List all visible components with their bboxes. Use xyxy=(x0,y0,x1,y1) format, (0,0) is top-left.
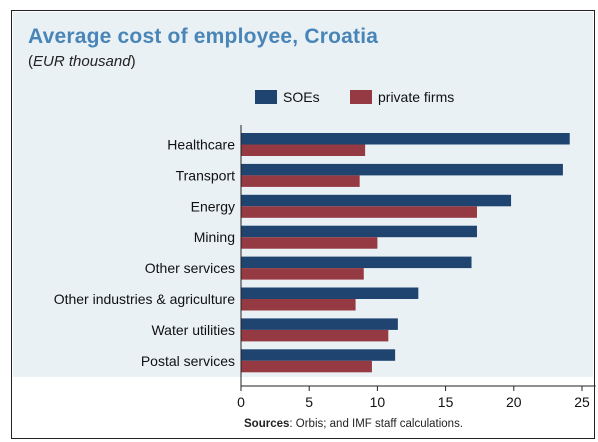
bar-private-2 xyxy=(241,206,477,218)
category-label-4: Other services xyxy=(145,260,235,276)
bar-soe-3 xyxy=(241,225,477,238)
bar-soe-7 xyxy=(241,349,396,361)
bar-private-5 xyxy=(241,299,356,311)
bar-soe-5 xyxy=(241,287,419,299)
bar-soe-0 xyxy=(241,133,570,145)
chart-subtitle: (EUR thousand) xyxy=(28,53,136,70)
x-tick-label-1: 5 xyxy=(305,394,313,410)
subtitle-open: ( xyxy=(28,53,33,70)
bar-private-7 xyxy=(241,360,372,373)
bar-private-4 xyxy=(241,268,364,280)
chart-title: Average cost of employee, Croatia xyxy=(28,25,379,48)
category-label-2: Energy xyxy=(191,198,235,214)
category-label-7: Postal services xyxy=(141,353,235,369)
subtitle-unit: EUR thousand xyxy=(33,53,131,70)
legend-swatch-soes xyxy=(255,90,277,104)
x-tick-label-0: 0 xyxy=(237,394,245,410)
x-tick-label-2: 10 xyxy=(370,394,386,410)
chart-title-panel xyxy=(13,12,593,377)
legend-label-private-firms: private firms xyxy=(378,89,454,105)
bar-soe-6 xyxy=(241,318,398,330)
category-label-5: Other industries & agriculture xyxy=(54,291,236,307)
bar-private-0 xyxy=(241,144,366,156)
bar-private-3 xyxy=(241,237,378,249)
category-label-0: Healthcare xyxy=(167,137,235,153)
source-label: Sources xyxy=(244,418,290,430)
bar-private-6 xyxy=(241,329,389,342)
bar-soe-2 xyxy=(241,194,512,207)
bar-private-1 xyxy=(241,175,360,187)
x-tick-label-3: 15 xyxy=(438,394,454,410)
category-label-6: Water utilities xyxy=(151,322,235,338)
category-label-1: Transport xyxy=(176,167,236,183)
source-note: Sources: Orbis; and IMF staff calculatio… xyxy=(244,418,463,430)
source-text: : Orbis; and IMF staff calculations. xyxy=(289,418,464,430)
category-label-3: Mining xyxy=(194,229,235,245)
bar-soe-1 xyxy=(241,163,563,176)
x-tick-label-4: 20 xyxy=(506,394,522,410)
subtitle-close: ) xyxy=(130,53,136,70)
x-tick-label-5: 25 xyxy=(574,394,590,410)
legend-swatch-private-firms xyxy=(350,90,372,104)
bar-soe-4 xyxy=(241,256,472,269)
legend-label-soes: SOEs xyxy=(283,89,320,105)
